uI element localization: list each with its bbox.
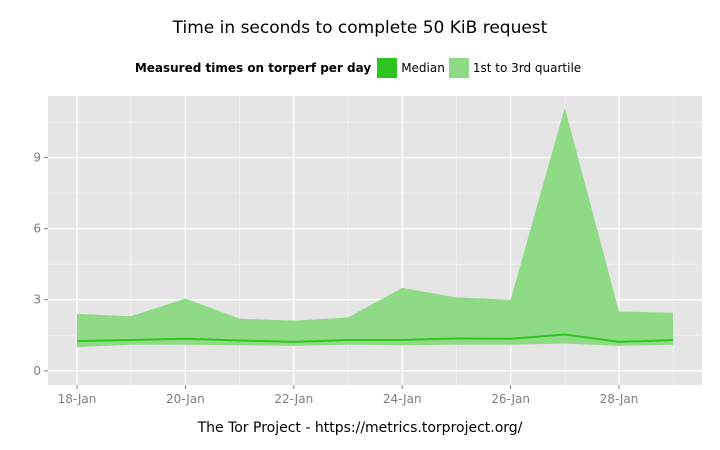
legend-entry-median: Median <box>377 58 445 78</box>
x-tick-label: 20-Jan <box>166 392 205 406</box>
legend-title: Measured times on torperf per day <box>134 61 372 75</box>
y-tick-label: 9 <box>33 151 41 165</box>
quartile-swatch <box>448 58 469 78</box>
median-line <box>76 333 674 343</box>
legend-label-median: Median <box>401 61 445 75</box>
x-tick-label: 28-Jan <box>600 392 639 406</box>
x-tick-label: 24-Jan <box>383 392 422 406</box>
caption: The Tor Project - https://metrics.torpro… <box>197 420 523 436</box>
legend-entry-quartile: 1st to 3rd quartile <box>448 58 582 78</box>
x-tick-label: 22-Jan <box>274 392 313 406</box>
legend-label-quartile: 1st to 3rd quartile <box>472 61 582 75</box>
x-tick-label: 26-Jan <box>491 392 530 406</box>
median-swatch <box>377 58 398 78</box>
legend: Measured times on torperf per day Median… <box>0 58 720 78</box>
x-tick-label: 18-Jan <box>58 392 97 406</box>
y-tick-label: 0 <box>33 364 41 378</box>
quartile-band <box>77 107 674 348</box>
chart-title: Time in seconds to complete 50 KiB reque… <box>172 18 548 38</box>
y-tick-label: 6 <box>33 222 41 236</box>
y-tick-label: 3 <box>33 293 41 307</box>
